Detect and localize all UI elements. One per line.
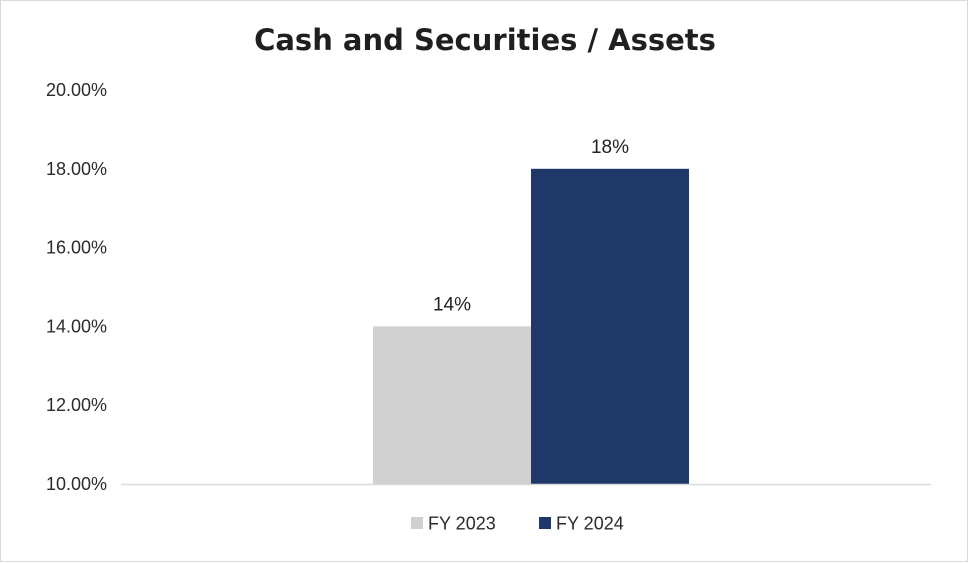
- y-tick-label: 12.00%: [46, 395, 107, 415]
- legend-swatch: [411, 517, 423, 529]
- legend-label: FY 2023: [428, 514, 496, 534]
- data-label: 14%: [433, 294, 471, 315]
- data-label: 18%: [591, 137, 629, 158]
- legend-swatch: [539, 517, 551, 529]
- y-tick-label: 16.00%: [46, 238, 107, 258]
- y-tick-label: 14.00%: [46, 316, 107, 336]
- y-tick-label: 20.00%: [46, 80, 107, 100]
- bar-fy-2023: [373, 326, 531, 484]
- chart-title: Cash and Securities / Assets: [254, 23, 716, 57]
- y-tick-label: 10.00%: [46, 474, 107, 494]
- y-tick-label: 18.00%: [46, 159, 107, 179]
- legend-label: FY 2024: [556, 514, 624, 534]
- bar-fy-2024: [531, 168, 689, 485]
